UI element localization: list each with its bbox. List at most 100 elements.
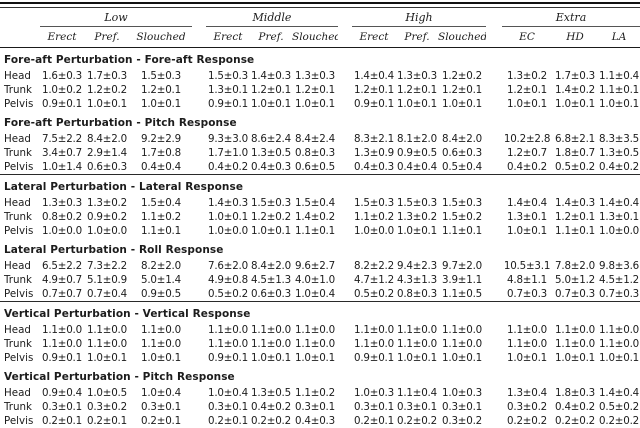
value-cell: 0.5±0.2 xyxy=(352,287,396,302)
column-group-header-row: Low Middle High Extra xyxy=(0,8,640,27)
table-row: Head 1.1±0.0 1.1±0.0 1.1±0.0 1.1±0.0 1.1±0.0 1… xyxy=(0,323,640,337)
section-header-row: Fore-aft Perturbation - Pitch Response xyxy=(0,111,640,132)
value-cell: 8.4±2.4 xyxy=(295,133,335,145)
value-cell: 8.4±2.0 xyxy=(442,133,482,145)
value-cell: 1.0±0.0 xyxy=(599,225,640,237)
table-row: Head 1.6±0.3 1.7±0.3 1.5±0.3 1.5±0.3 1.4±0.3 1… xyxy=(0,69,640,83)
value-cell: 8.3±2.1 xyxy=(354,133,394,145)
column-spacer xyxy=(338,400,352,414)
value-cell: 1.3±0.3 xyxy=(42,197,82,209)
value-cell: 8.6±2.4 xyxy=(251,133,291,145)
row-label: Pelvis xyxy=(0,160,40,175)
row-label: Head xyxy=(4,324,31,336)
column-spacer xyxy=(338,414,352,428)
value-cell: 1.1±0.0 xyxy=(295,324,335,336)
value-cell: 1.0±0.1 xyxy=(397,98,437,110)
column-spacer xyxy=(192,337,206,351)
table-row: Head 7.5±2.2 8.4±2.0 9.2±2.9 9.3±3.0 8.6±2.4 8… xyxy=(0,132,640,146)
value-cell: 1.2±0.1 xyxy=(442,84,482,96)
section-header-row: Vertical Perturbation - Pitch Response xyxy=(0,365,640,386)
value-cell: 1.2±0.1 xyxy=(251,84,291,96)
col-header-low-slouched: Slouched xyxy=(130,26,192,48)
column-spacer xyxy=(338,146,352,160)
value-cell: 1.0±0.1 xyxy=(87,98,127,110)
value-cell: 10.5±3.1 xyxy=(503,260,551,272)
value-cell: 1.1±0.0 xyxy=(599,324,640,336)
value-cell: 1.4±0.2 xyxy=(295,211,335,223)
value-cell: 1.1±0.0 xyxy=(42,324,82,336)
value-cell: 1.3±0.1 xyxy=(208,84,248,96)
section-title: Vertical Perturbation - Vertical Respons… xyxy=(4,308,251,320)
value-cell: 0.9±0.1 xyxy=(42,352,82,364)
value-cell: 0.3±0.1 xyxy=(442,401,482,413)
value-cell: 1.0±0.1 xyxy=(141,352,181,364)
value-cell: 1.0±0.1 xyxy=(507,225,547,237)
value-cell: 1.5±0.4 xyxy=(295,197,335,209)
value-cell: 1.1±0.4 xyxy=(397,387,437,399)
value-cell: 1.5±0.3 xyxy=(141,70,181,82)
section-header-row: Lateral Perturbation - Lateral Response xyxy=(0,175,640,197)
col-group-extra: Extra xyxy=(502,8,640,27)
value-cell: 0.4±0.2 xyxy=(555,401,595,413)
value-cell: 1.1±0.0 xyxy=(251,338,291,350)
row-label: Trunk xyxy=(4,338,33,350)
column-spacer xyxy=(338,8,352,27)
value-cell: 1.3±0.3 xyxy=(397,70,437,82)
value-cell: 0.9±0.1 xyxy=(354,352,394,364)
value-cell: 0.2±0.1 xyxy=(208,415,248,427)
col-header-low-pref: Pref. xyxy=(84,26,130,48)
col-group-high: High xyxy=(352,8,487,27)
column-spacer xyxy=(192,400,206,414)
column-spacer xyxy=(192,351,206,365)
value-cell: 1.0±0.5 xyxy=(87,387,127,399)
value-cell: 0.2±0.2 xyxy=(507,415,547,427)
row-label: Head xyxy=(4,133,31,145)
table-row: Trunk 3.4±0.7 2.9±1.4 1.7±0.8 1.7±1.0 1.3±0.5… xyxy=(0,146,640,160)
row-label: Trunk xyxy=(4,84,33,96)
value-cell: 1.7±0.3 xyxy=(555,70,595,82)
value-cell: 1.7±0.8 xyxy=(141,147,181,159)
table-row: Pelvis 0.7±0.7 0.7±0.4 0.9±0.5 0.5±0.2 0.6±0.… xyxy=(0,287,640,302)
column-spacer xyxy=(192,323,206,337)
value-cell: 0.2±0.2 xyxy=(397,415,437,427)
value-cell: 1.4±0.2 xyxy=(555,84,595,96)
column-spacer xyxy=(486,146,502,160)
column-spacer xyxy=(192,196,206,210)
col-header-ec: EC xyxy=(502,26,553,48)
value-cell: 5.0±1.4 xyxy=(141,274,181,286)
column-spacer xyxy=(486,210,502,224)
value-cell: 1.0±0.1 xyxy=(251,352,291,364)
value-cell: 0.3±0.1 xyxy=(354,401,394,413)
value-cell: 10.2±2.8 xyxy=(503,133,551,145)
value-cell: 0.4±0.2 xyxy=(206,160,250,175)
value-cell: 0.4±0.4 xyxy=(396,160,438,175)
row-label: Head xyxy=(4,387,31,399)
column-spacer xyxy=(486,26,503,48)
value-cell: 1.2±0.1 xyxy=(507,84,547,96)
value-cell: 1.1±0.0 xyxy=(87,338,127,350)
value-cell: 7.3±2.2 xyxy=(87,260,127,272)
value-cell: 1.0±1.4 xyxy=(40,160,84,175)
value-cell: 1.2±0.2 xyxy=(251,211,291,223)
value-cell: 1.0±0.1 xyxy=(295,98,335,110)
column-spacer xyxy=(192,132,206,146)
table-row: Pelvis 1.0±1.4 0.6±0.3 0.4±0.4 0.4±0.2 0.4±0.… xyxy=(0,160,640,175)
value-cell: 0.2±0.2 xyxy=(599,415,640,427)
value-cell: 7.8±2.0 xyxy=(555,260,595,272)
row-label: Pelvis xyxy=(4,98,34,110)
value-cell: 1.3±0.2 xyxy=(87,197,127,209)
value-cell: 1.0±0.1 xyxy=(599,352,640,364)
value-cell: 0.6±0.3 xyxy=(442,147,482,159)
value-cell: 8.1±2.0 xyxy=(397,133,437,145)
value-cell: 9.7±2.0 xyxy=(442,260,482,272)
value-cell: 4.5±1.2 xyxy=(599,274,640,286)
value-cell: 7.6±2.0 xyxy=(208,260,248,272)
value-cell: 1.1±0.1 xyxy=(555,225,595,237)
value-cell: 1.5±0.3 xyxy=(442,197,482,209)
column-spacer xyxy=(486,160,503,175)
value-cell: 1.5±0.3 xyxy=(251,197,291,209)
column-spacer xyxy=(192,69,206,83)
section-title: Fore-aft Perturbation - Fore-aft Respons… xyxy=(4,54,255,66)
value-cell: 1.2±0.1 xyxy=(295,84,335,96)
